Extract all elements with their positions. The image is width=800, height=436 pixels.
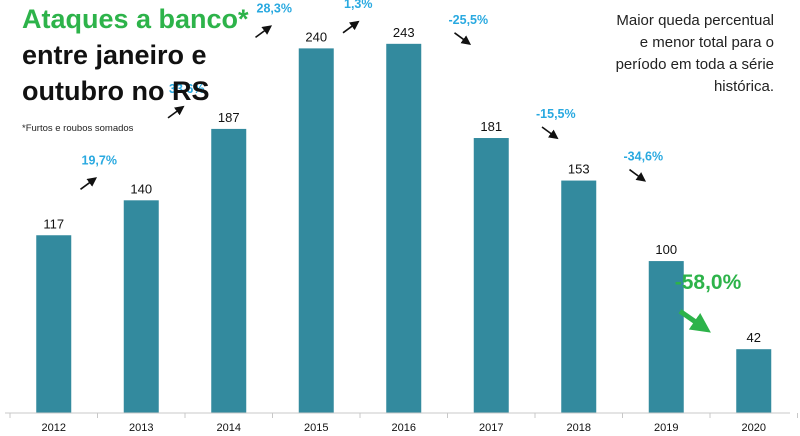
change-label-2015: 28,3%: [257, 1, 292, 15]
data-label-2017: 181: [480, 119, 502, 134]
x-tick-label-2019: 2019: [654, 422, 678, 434]
x-tick-label-2013: 2013: [129, 422, 153, 434]
bar-2020: [736, 349, 772, 413]
x-tick-label-2014: 2014: [217, 422, 241, 434]
annotation-note: Maior queda percentual e menor total par…: [615, 12, 774, 95]
chart-title-line-2: entre janeiro e: [22, 40, 207, 70]
footnote: *Furtos e roubos somados: [22, 123, 134, 134]
change-label-2017: -25,5%: [449, 13, 489, 27]
change-label-2013: 19,7%: [82, 153, 117, 167]
x-tick-label-2018: 2018: [567, 422, 591, 434]
change-annotations: 19,7% 33,6% 28,3% 1,3% -25,5% -15,5% -34,6% -58…: [80, 0, 742, 333]
x-tick-label-2012: 2012: [42, 422, 66, 434]
up-arrow-icon: [255, 25, 273, 39]
x-tick-label-2017: 2017: [479, 422, 503, 434]
chart-title-line-3: outubro no RS: [22, 76, 210, 106]
bar-2016: [386, 43, 422, 413]
up-arrow-icon: [80, 177, 98, 190]
data-label-2012: 117: [43, 216, 64, 231]
data-label-2013: 140: [130, 181, 152, 196]
up-arrow-icon: [342, 20, 360, 34]
x-tick-label-2016: 2016: [392, 422, 416, 434]
down-arrow-icon: [454, 32, 472, 45]
bar-2019: [648, 261, 684, 413]
data-label-2015: 240: [305, 29, 327, 44]
change-label-highlight: -58,0%: [675, 271, 742, 294]
bar-2013: [123, 200, 159, 413]
data-label-2020: 42: [747, 330, 761, 345]
data-label-2018: 153: [568, 162, 590, 177]
data-label-2014: 187: [218, 110, 240, 125]
up-arrow-icon: [167, 105, 185, 119]
bar-2017: [473, 138, 509, 413]
x-tick-label-2020: 2020: [742, 422, 766, 434]
data-label-2019: 100: [655, 242, 677, 257]
change-label-2014: 33,6%: [169, 82, 204, 96]
bar-2012: [36, 235, 72, 413]
chart-title-line-1: Ataques a banco*: [22, 4, 249, 34]
down-arrow-icon: [629, 168, 647, 182]
data-label-2016: 243: [393, 25, 415, 40]
x-axis-ticks: 2012 2013 2014 2015 2016 2017 2018 2019 2020: [9, 413, 798, 434]
bar-2015: [298, 48, 334, 414]
change-label-2016: 1,3%: [344, 0, 373, 11]
x-tick-label-2015: 2015: [304, 422, 328, 434]
down-arrow-icon: [678, 309, 711, 333]
bar-2018: [561, 180, 597, 413]
bars-layer: 117 140 187 240 243 181 153 100 42: [36, 25, 772, 414]
change-label-2018: -15,5%: [536, 107, 576, 121]
bar-2014: [211, 128, 247, 413]
change-label-2019: -34,6%: [624, 150, 664, 164]
down-arrow-icon: [541, 126, 559, 140]
